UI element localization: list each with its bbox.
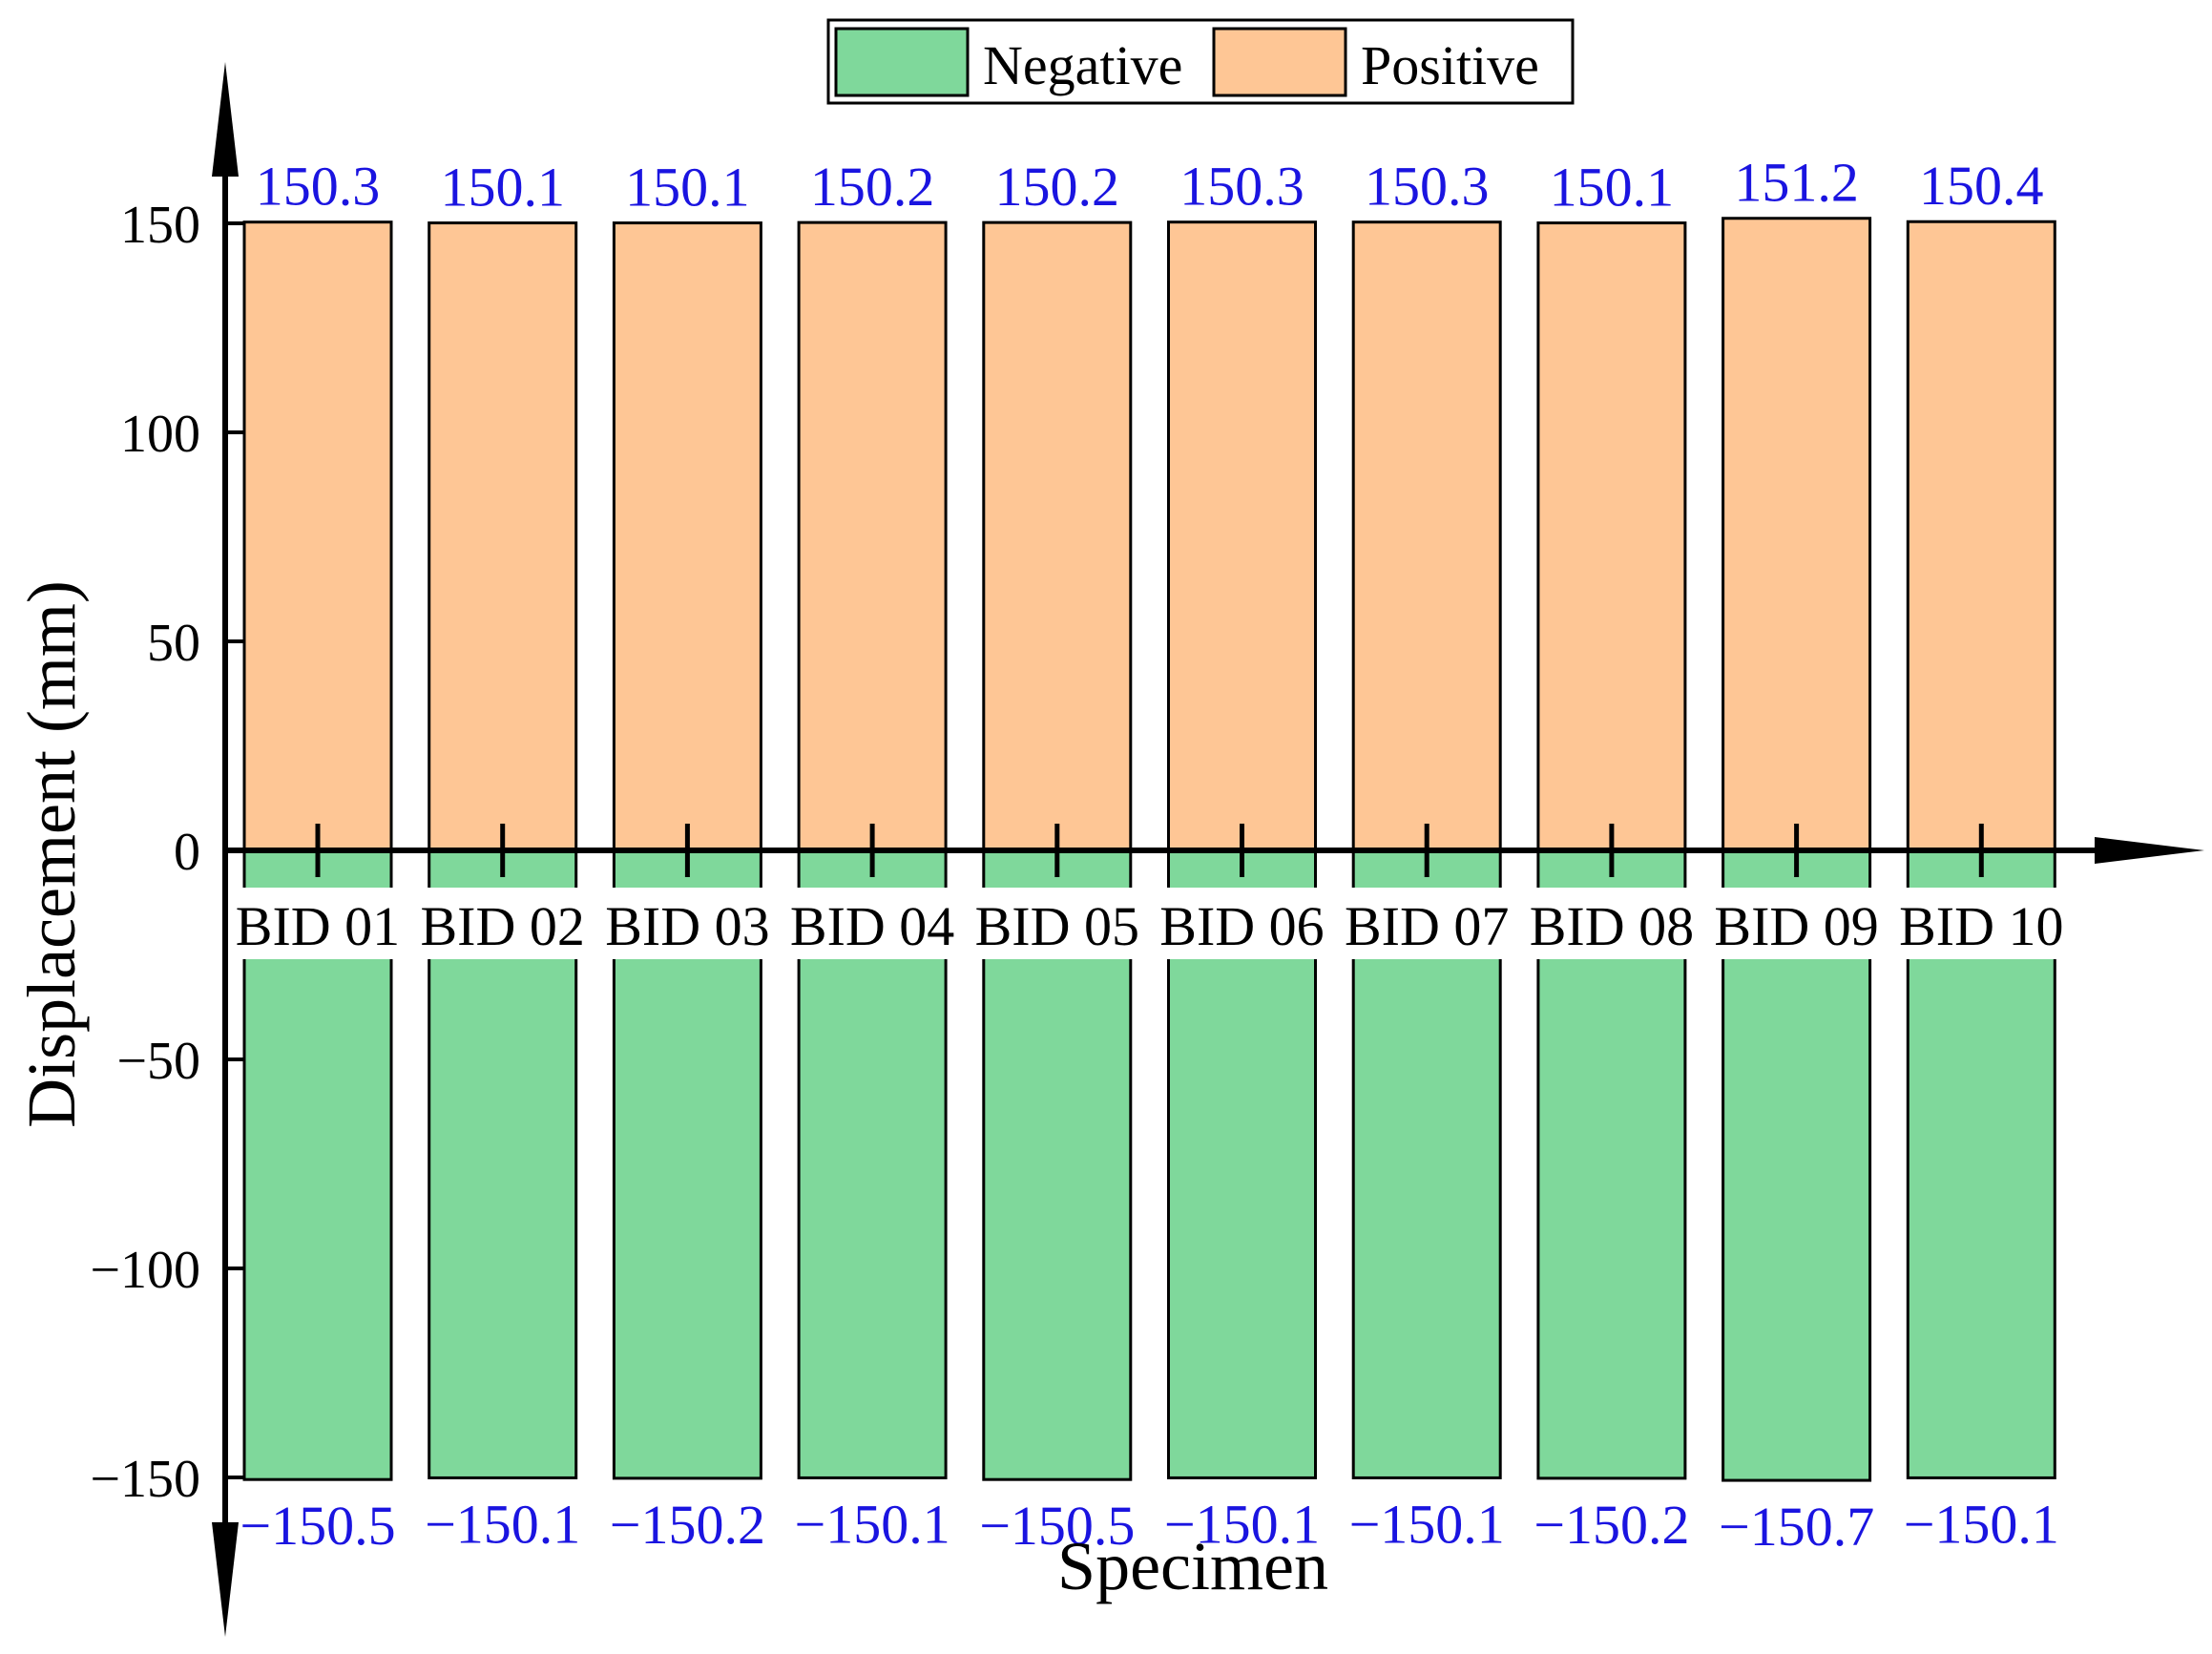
legend-label-negative: Negative [983,34,1182,96]
data-label-positive-7: 150.3 [1365,156,1490,218]
data-label-positive-3: 150.1 [625,157,750,219]
category-label-5: BID 05 [975,895,1139,957]
data-label-positive-2: 150.1 [440,157,565,219]
legend-swatch-positive [1212,27,1347,97]
y-tick-label-6: −150 [90,1450,200,1509]
data-label-negative-8: −150.2 [1534,1494,1689,1556]
bar-positive-4 [797,220,948,852]
data-label-negative-9: −150.7 [1719,1496,1874,1558]
x-axis-arrow [2095,837,2204,864]
data-label-negative-7: −150.1 [1349,1493,1505,1555]
category-label-9: BID 09 [1714,895,1878,957]
category-label-7: BID 07 [1345,895,1509,957]
bar-positive-2 [428,221,578,852]
data-label-negative-5: −150.5 [979,1495,1135,1557]
y-axis-title: Displacement (mm) [13,580,90,1128]
data-label-positive-10: 150.4 [1919,155,2044,217]
y-tick-label-3: 0 [174,823,200,882]
category-label-4: BID 04 [790,895,954,957]
bar-positive-8 [1536,221,1687,852]
category-label-3: BID 03 [605,895,769,957]
data-label-positive-5: 150.2 [995,156,1120,218]
category-label-8: BID 08 [1530,895,1694,957]
data-label-positive-8: 150.1 [1550,157,1675,219]
category-label-2: BID 02 [421,895,585,957]
y-tick-label-1: 100 [120,405,200,464]
bar-positive-6 [1167,220,1317,852]
bar-positive-5 [982,220,1133,852]
y-tick-label-0: 150 [120,196,200,255]
bar-positive-3 [612,221,762,852]
labels-layer: 150 100 50 0 −50 −100 −150 BID 01 150.3 −150.5 BID… [90,152,2063,1558]
category-label-1: BID 01 [236,895,400,957]
category-label-10: BID 10 [1899,895,2063,957]
y-tick-label-2: 50 [147,614,200,673]
data-label-positive-9: 151.2 [1734,152,1859,214]
x-axis-title: Specimen [1057,1528,1328,1604]
data-label-negative-6: −150.1 [1164,1493,1320,1555]
bars-layer [227,217,2097,1482]
legend: Negative Positive [826,18,1575,105]
data-label-negative-4: −150.1 [794,1493,949,1555]
legend-swatch-negative [834,27,970,97]
bar-positive-9 [1722,217,1872,852]
y-tick-label-5: −100 [90,1241,200,1300]
data-label-negative-10: −150.1 [1904,1493,2059,1555]
data-label-negative-2: −150.1 [425,1493,580,1555]
y-axis-arrow-down [212,1522,239,1637]
data-label-negative-3: −150.2 [610,1494,765,1556]
y-axis-arrow-up [212,62,239,177]
bar-positive-7 [1351,220,1502,852]
y-tick-label-4: −50 [116,1032,200,1091]
axes-layer [212,62,2204,1637]
category-label-6: BID 06 [1159,895,1324,957]
data-label-positive-1: 150.3 [256,156,381,218]
data-label-positive-6: 150.3 [1179,156,1304,218]
legend-label-positive: Positive [1361,34,1539,96]
bar-positive-10 [1906,220,2056,852]
data-label-negative-1: −150.5 [240,1495,395,1557]
bar-positive-1 [242,220,393,852]
category-label-band [227,888,2097,959]
data-label-positive-4: 150.2 [810,156,935,218]
